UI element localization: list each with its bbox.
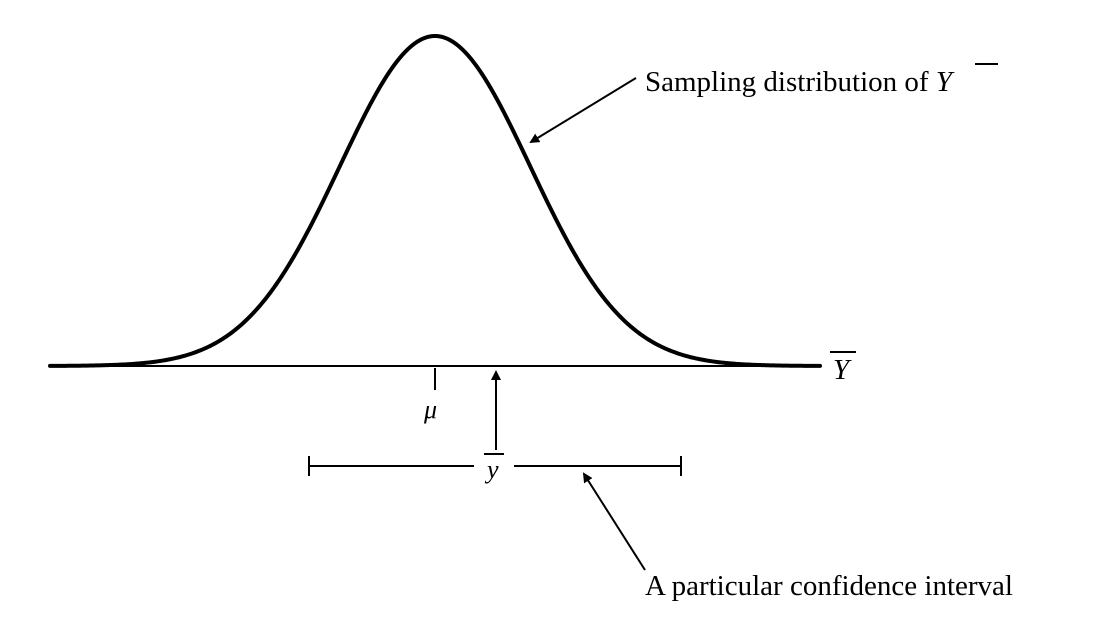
mean-label: μ [423, 395, 437, 424]
axis-label-text: Y [833, 354, 852, 386]
curve-label: Sampling distribution of Y [645, 63, 998, 98]
axis-label: Y [830, 351, 856, 386]
confidence-interval: y [308, 453, 682, 484]
curve-label-arrow [529, 77, 637, 144]
curve-label-text: Sampling distribution of Y [645, 66, 955, 98]
interval-label: A particular confidence interval [645, 570, 1013, 602]
sampling-distribution-curve [48, 34, 822, 368]
interval-label-arrow [582, 472, 646, 571]
sample-mean-label: y [484, 455, 499, 484]
curve-label-symbol: Y [936, 66, 955, 98]
curve-label-main: Sampling distribution of [645, 66, 936, 98]
